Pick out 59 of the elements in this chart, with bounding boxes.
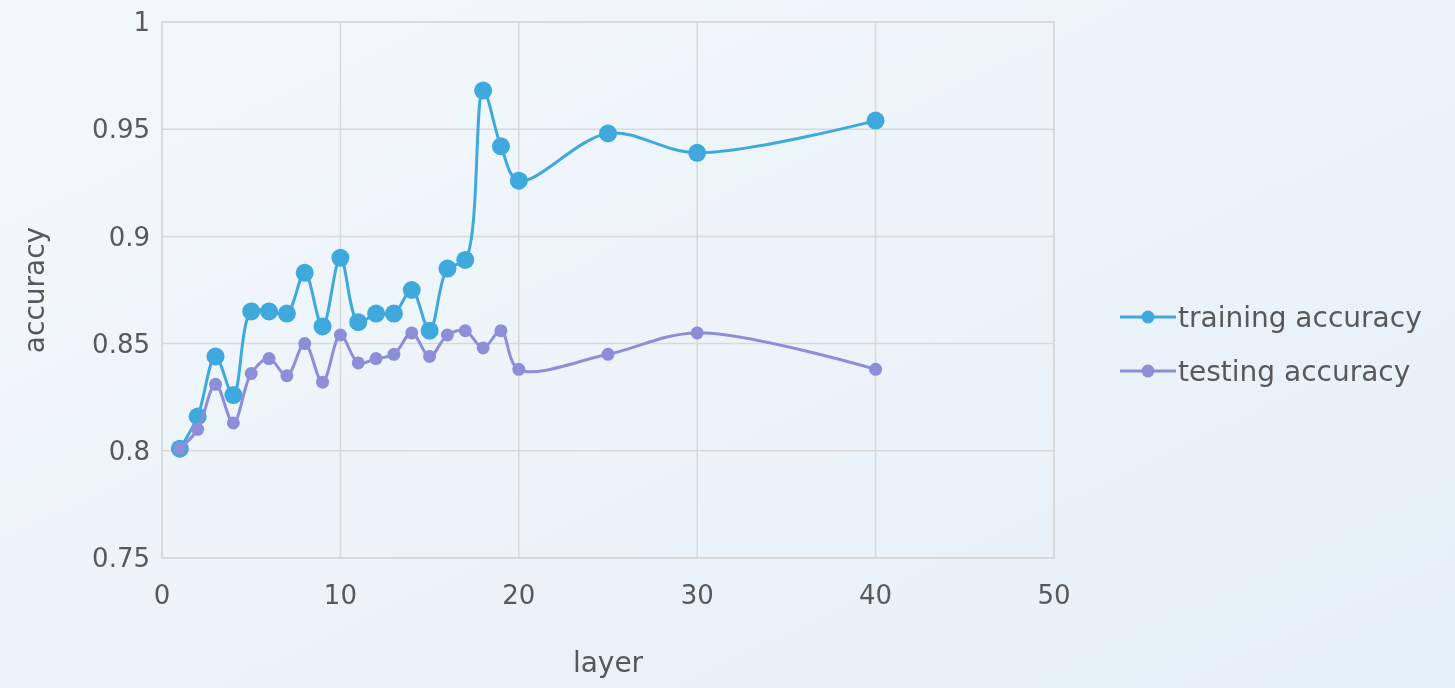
point	[298, 337, 312, 351]
point	[224, 386, 243, 405]
y-tick-label: 0.95	[92, 114, 150, 145]
point	[512, 362, 526, 376]
y-tick-label: 0.8	[108, 435, 150, 466]
y-tick-label: 1	[133, 7, 150, 38]
y-tick-label: 0.75	[92, 543, 150, 574]
point	[260, 302, 279, 321]
point	[369, 352, 383, 366]
point	[242, 302, 261, 321]
point	[280, 369, 294, 383]
point	[690, 326, 704, 340]
x-tick-label: 50	[1037, 580, 1071, 610]
point	[262, 352, 276, 366]
point	[277, 304, 296, 323]
point	[688, 143, 707, 162]
x-axis-title: layer	[572, 646, 644, 679]
x-tick-label: 20	[502, 580, 536, 610]
point	[423, 349, 437, 363]
point	[209, 377, 223, 391]
point	[474, 81, 493, 100]
point	[384, 304, 403, 323]
point	[316, 375, 330, 389]
point	[295, 263, 314, 282]
point	[244, 367, 258, 381]
point	[491, 137, 510, 156]
point	[402, 281, 421, 299]
point	[351, 356, 365, 370]
point	[349, 313, 368, 332]
legend-label: training accuracy	[1178, 300, 1422, 334]
x-tick-label: 30	[680, 580, 714, 610]
point	[494, 324, 508, 338]
point	[331, 248, 350, 267]
point	[191, 422, 205, 436]
point	[367, 304, 386, 323]
point	[599, 124, 617, 143]
point	[866, 111, 885, 130]
point	[869, 362, 883, 376]
point	[405, 326, 419, 340]
y-tick-label: 0.9	[108, 221, 150, 252]
point	[456, 250, 475, 269]
point	[313, 317, 332, 336]
point	[226, 416, 240, 430]
point	[476, 341, 490, 355]
point	[206, 347, 225, 366]
point	[438, 259, 457, 278]
point	[420, 321, 439, 340]
x-tick-label: 10	[323, 580, 357, 610]
point	[458, 324, 472, 338]
y-axis-title: accuracy	[18, 226, 51, 354]
point	[509, 171, 528, 190]
x-tick-label: 40	[859, 580, 893, 610]
point	[333, 328, 347, 342]
legend-label: testing accuracy	[1178, 354, 1411, 388]
y-tick-label: 0.85	[92, 328, 150, 359]
point	[601, 347, 615, 361]
point	[387, 347, 401, 361]
point	[440, 328, 454, 342]
x-tick-label: 0	[153, 580, 171, 610]
